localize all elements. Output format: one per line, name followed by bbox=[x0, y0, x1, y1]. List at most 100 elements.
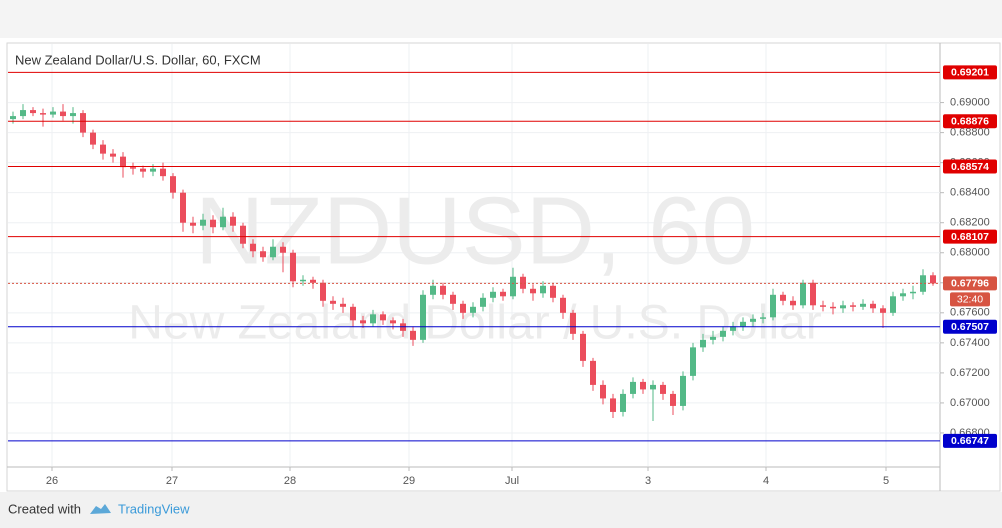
candle-body bbox=[820, 305, 826, 307]
candle-body bbox=[760, 317, 766, 319]
y-tick-label: 0.67200 bbox=[950, 367, 990, 379]
x-tick-label: 3 bbox=[645, 475, 651, 487]
candle-body bbox=[800, 282, 806, 306]
candle-body bbox=[560, 297, 566, 313]
candle-body bbox=[930, 275, 936, 284]
watermark-symbol: NZDUSD, 60 bbox=[195, 177, 755, 284]
candle-body bbox=[330, 300, 336, 304]
candle-body bbox=[540, 285, 546, 294]
candle-body bbox=[200, 219, 206, 226]
x-tick-label: 26 bbox=[46, 475, 58, 487]
candle-body bbox=[160, 168, 166, 177]
level-label: 0.66747 bbox=[951, 435, 989, 447]
y-tick-label: 0.69000 bbox=[950, 96, 990, 108]
candle-body bbox=[300, 279, 306, 282]
candle-body bbox=[230, 216, 236, 226]
watermark: NZDUSD, 60 New Zealand Dollar / U.S. Dol… bbox=[128, 177, 822, 349]
brand-logo bbox=[90, 504, 111, 514]
candle-body bbox=[110, 153, 116, 157]
footer-bar bbox=[0, 492, 1002, 528]
level-label: 0.68107 bbox=[951, 231, 989, 243]
candle-body bbox=[510, 276, 516, 297]
level-label: 0.67507 bbox=[951, 321, 989, 333]
x-tick-label: 27 bbox=[166, 475, 178, 487]
candle-body bbox=[70, 113, 76, 117]
candle-body bbox=[360, 320, 366, 324]
candle-body bbox=[600, 384, 606, 399]
candle-body bbox=[830, 306, 836, 309]
countdown-label: 32:40 bbox=[957, 294, 983, 306]
candle-body bbox=[640, 381, 646, 390]
candle-body bbox=[530, 288, 536, 294]
candle-body bbox=[80, 113, 86, 133]
candle-body bbox=[580, 333, 586, 361]
level-label: 0.67796 bbox=[951, 278, 989, 290]
candle-body bbox=[380, 314, 386, 321]
candle-body bbox=[60, 111, 66, 117]
candle-body bbox=[570, 312, 576, 334]
candle-body bbox=[790, 300, 796, 306]
candle-body bbox=[270, 246, 276, 258]
candle-body bbox=[120, 156, 126, 168]
candle-body bbox=[320, 282, 326, 301]
candle-body bbox=[690, 347, 696, 376]
candle-body bbox=[750, 318, 756, 322]
candle-body bbox=[670, 393, 676, 406]
candle-body bbox=[180, 192, 186, 223]
candle-body bbox=[490, 291, 496, 298]
x-tick-label: 5 bbox=[883, 475, 889, 487]
y-tick-label: 0.67600 bbox=[950, 307, 990, 319]
candle-body bbox=[920, 275, 926, 292]
candle-body bbox=[280, 246, 286, 253]
candle-body bbox=[250, 243, 256, 252]
candle-body bbox=[50, 111, 56, 115]
candle-body bbox=[310, 279, 316, 283]
candle-body bbox=[20, 110, 26, 117]
candle-body bbox=[260, 251, 266, 258]
level-label: 0.68574 bbox=[951, 161, 989, 173]
x-tick-label: 29 bbox=[403, 475, 415, 487]
candle-body bbox=[40, 113, 46, 115]
candle-body bbox=[390, 320, 396, 324]
candle-body bbox=[620, 393, 626, 412]
candle-body bbox=[470, 306, 476, 313]
candle-body bbox=[460, 303, 466, 313]
candle-body bbox=[410, 330, 416, 340]
candle-body bbox=[210, 219, 216, 228]
level-badge bbox=[943, 65, 997, 80]
level-label: 0.68876 bbox=[951, 115, 989, 127]
candle-body bbox=[610, 398, 616, 412]
candle-body bbox=[660, 384, 666, 394]
y-tick-label: 0.68000 bbox=[950, 247, 990, 259]
candle-body bbox=[880, 308, 886, 313]
level-label: 0.69201 bbox=[951, 67, 989, 79]
y-tick-label: 0.68400 bbox=[950, 187, 990, 199]
candle-body bbox=[440, 285, 446, 295]
candle-body bbox=[630, 381, 636, 394]
x-tick-label: Jul bbox=[505, 475, 519, 487]
candle-body bbox=[700, 339, 706, 348]
candle-body bbox=[550, 285, 556, 298]
level-badge bbox=[943, 319, 997, 334]
candle-body bbox=[10, 116, 16, 120]
candle-body bbox=[850, 305, 856, 307]
level-badge bbox=[943, 276, 997, 291]
level-badge bbox=[943, 229, 997, 244]
footer-brand[interactable]: TradingView bbox=[118, 501, 190, 516]
watermark-name: New Zealand Dollar / U.S. Dollar bbox=[128, 297, 822, 350]
y-tick-label: 0.67400 bbox=[950, 337, 990, 349]
candle-body bbox=[370, 314, 376, 324]
candle-body bbox=[450, 294, 456, 304]
candle-body bbox=[500, 291, 506, 297]
candle-body bbox=[730, 326, 736, 331]
candle-body bbox=[350, 306, 356, 321]
candle-body bbox=[720, 330, 726, 337]
candles bbox=[10, 104, 936, 421]
candle-body bbox=[650, 384, 656, 390]
candle-body bbox=[220, 216, 226, 228]
candle-body bbox=[870, 303, 876, 309]
candle-body bbox=[860, 303, 866, 307]
candle-body bbox=[190, 222, 196, 226]
